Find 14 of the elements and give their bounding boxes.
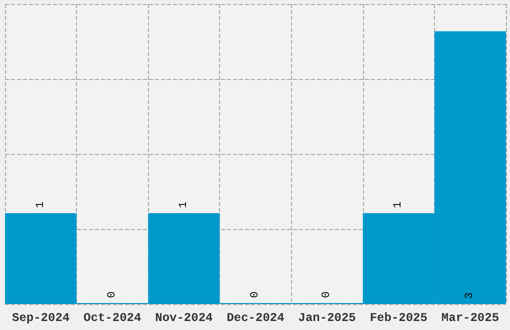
data-label: 1: [178, 201, 190, 208]
x-tick-label: Mar-2025: [441, 311, 500, 325]
x-tick-label: Feb-2025: [370, 311, 428, 325]
x-tick-label: Dec-2024: [226, 311, 284, 325]
data-label: 0: [106, 291, 118, 298]
x-tick-label: Nov-2024: [155, 311, 213, 325]
data-label: 0: [250, 291, 262, 298]
x-tick-label: Jan-2025: [298, 311, 356, 325]
data-label: 1: [392, 201, 405, 208]
data-label: 0: [321, 291, 334, 298]
data-label: 3: [464, 292, 476, 299]
x-tick-label: Sep-2024: [12, 311, 70, 325]
data-label: 1: [34, 201, 47, 208]
x-tick-label: Oct-2024: [84, 311, 142, 325]
